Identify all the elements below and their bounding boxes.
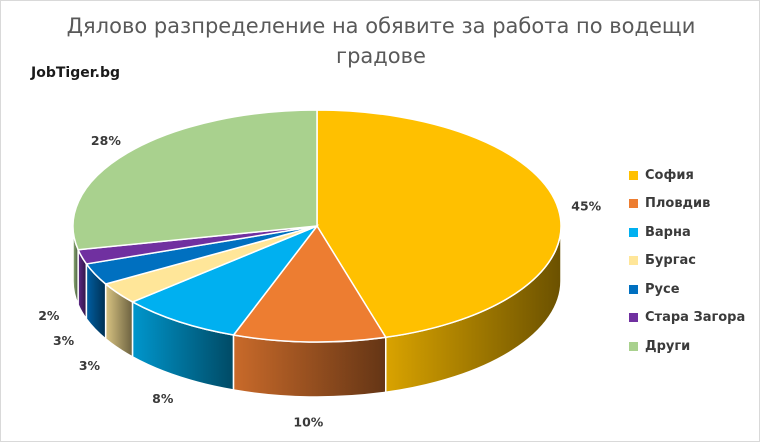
legend-item-други: Други [629, 332, 745, 361]
legend-swatch [629, 341, 638, 351]
legend-label: Стара Загора [645, 310, 746, 326]
pie-sides [72, 225, 562, 398]
legend-item-варна: Варна [629, 218, 745, 247]
data-label-бургас: 3% [79, 358, 101, 373]
legend-swatch [629, 284, 638, 294]
pie-labels: 45% 10% 8% 3% 3% 2% 28% [38, 133, 601, 429]
data-label-пловдив: 10% [293, 414, 323, 429]
data-label-други: 28% [91, 133, 121, 148]
chart-title-line-2: градове [336, 44, 426, 68]
legend-swatch [629, 170, 638, 180]
data-label-русе: 3% [53, 333, 75, 348]
slice-други-top [72, 109, 318, 251]
legend-label: София [645, 167, 694, 183]
slice-варна-top [130, 224, 320, 336]
data-label-стара-загора: 2% [38, 308, 60, 323]
slice-пловдив-side [232, 334, 387, 398]
source-label: JobTiger.bg [31, 65, 120, 81]
legend-item-стара-загора: Стара Загора [629, 304, 745, 333]
legend-item-бургас: Бургас [629, 247, 745, 276]
data-label-софия: 45% [571, 198, 601, 213]
legend-label: Русе [645, 281, 680, 297]
legend-swatch [629, 256, 638, 266]
legend-swatch [629, 313, 638, 323]
legend-item-софия: София [629, 161, 745, 190]
legend-item-русе: Русе [629, 275, 745, 304]
slice-пловдив-top [232, 224, 387, 343]
legend-label: Варна [645, 224, 691, 240]
legend: София Пловдив Варна Бургас Русе Стара Загора Д… [629, 161, 745, 361]
legend-swatch [629, 199, 638, 209]
slice-софия-top [316, 109, 562, 339]
chart-title-line-1: Дялово разпределение на обявите за работ… [66, 14, 696, 38]
legend-label: Други [645, 338, 691, 354]
pie-tops [72, 109, 562, 343]
data-label-варна: 8% [152, 391, 174, 406]
legend-label: Бургас [645, 253, 696, 269]
legend-swatch [629, 227, 638, 237]
chart-title: Дялово разпределение на обявите за работ… [41, 11, 721, 71]
legend-label: Пловдив [645, 196, 711, 212]
legend-item-пловдив: Пловдив [629, 190, 745, 219]
